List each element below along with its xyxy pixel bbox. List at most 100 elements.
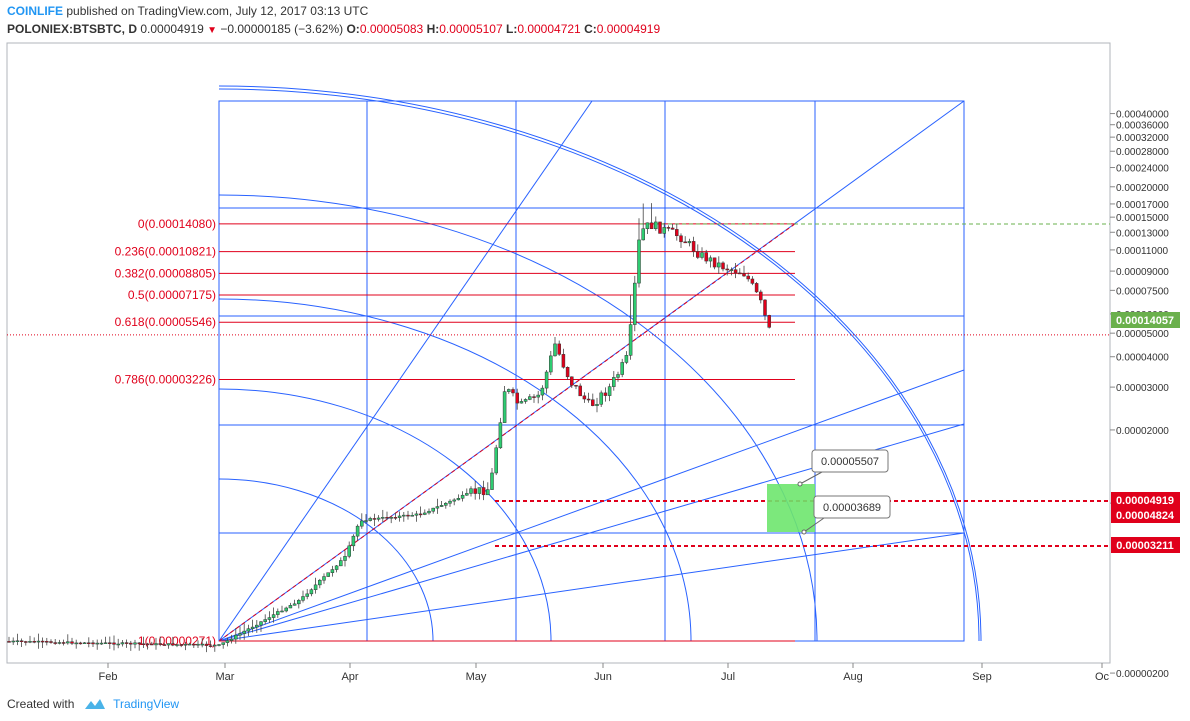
low-label: L:	[505, 22, 518, 36]
candle-body	[540, 387, 545, 396]
candle-body	[423, 512, 427, 515]
candle-body	[280, 610, 284, 613]
gann-arc	[218, 478, 434, 642]
candle-body	[645, 222, 650, 229]
candle-body	[414, 513, 419, 516]
price-axis-label-bg	[1111, 492, 1180, 508]
candle-body	[557, 343, 561, 355]
candle-body	[389, 517, 393, 519]
candle-body	[162, 644, 167, 646]
candle-body	[490, 472, 494, 490]
candle-body	[133, 642, 137, 645]
open-label: O:	[346, 22, 360, 36]
x-axis-tick-label: Apr	[341, 671, 358, 683]
candle-body	[746, 275, 750, 280]
price-axis-label-bg	[1111, 507, 1180, 523]
candle-body	[137, 642, 141, 645]
candle-body	[465, 493, 469, 496]
candle-body	[738, 272, 742, 275]
candle-body	[238, 633, 242, 636]
candle-body	[305, 593, 309, 597]
candle-body	[486, 489, 490, 496]
candle-body	[78, 642, 83, 645]
candle-body	[427, 510, 431, 514]
candle-body	[586, 398, 591, 401]
y-axis-tick-label: 0.00005000	[1116, 329, 1169, 340]
candle-body	[528, 396, 532, 400]
x-axis-tick-label: May	[466, 671, 487, 683]
y-axis-tick-label: 0.00013000	[1116, 228, 1169, 239]
candle-body	[654, 221, 658, 230]
candle-body	[385, 517, 389, 519]
candle-body	[759, 291, 763, 301]
candle-body	[351, 535, 356, 547]
candle-body	[444, 502, 448, 506]
tradingview-link[interactable]: TradingView	[113, 697, 180, 711]
candle-body	[246, 628, 251, 632]
symbol-info: POLONIEX:BTSBTC, D 0.00004919 ▼ −0.00000…	[7, 21, 660, 39]
price-axis-label-bg	[1111, 537, 1180, 553]
candle-body	[183, 643, 188, 646]
callout-label: 0.00005507	[821, 456, 879, 468]
candle-body	[213, 644, 217, 647]
candle-body	[288, 605, 293, 609]
candle-body	[70, 641, 74, 644]
candle-body	[259, 621, 263, 626]
created-with-text: Created with	[7, 697, 75, 711]
candle-body	[108, 642, 112, 644]
target-zone	[767, 484, 815, 532]
price-axis-label: 0.00004824	[1116, 510, 1175, 522]
candle-body	[578, 385, 582, 397]
candle-body	[229, 638, 234, 641]
candle-body	[32, 641, 36, 643]
candle-body	[330, 569, 335, 573]
candle-body	[141, 643, 146, 646]
candle-body	[523, 399, 528, 402]
candle-body	[633, 282, 637, 325]
y-axis-tick-label: 0.00024000	[1116, 164, 1169, 175]
candle-body	[670, 227, 675, 230]
candle-body	[742, 273, 746, 277]
candle-body	[250, 626, 255, 629]
candle-body	[750, 278, 755, 284]
candle-body	[704, 252, 708, 262]
y-axis-tick-label: 0.00009000	[1116, 267, 1169, 278]
candle-body	[145, 643, 150, 646]
candle-body	[439, 505, 444, 507]
publisher-name[interactable]: COINLIFE	[7, 4, 63, 18]
high-value: 0.00005107	[439, 22, 503, 36]
candle-body	[511, 389, 515, 394]
fib-level-label: 0.382(0.00008805)	[115, 266, 216, 280]
x-axis-tick-label: Sep	[972, 671, 992, 683]
candle-body	[334, 565, 339, 570]
candle-body	[502, 391, 507, 423]
candle-body	[406, 514, 410, 517]
candle-body	[225, 640, 230, 643]
candle-body	[368, 518, 372, 521]
candle-body	[53, 642, 57, 644]
candle-body	[339, 560, 343, 567]
candle-body	[158, 643, 162, 645]
candle-body	[192, 643, 196, 646]
candle-body	[637, 239, 641, 284]
candle-body	[549, 355, 553, 373]
candle-body	[129, 642, 133, 645]
candle-body	[700, 252, 704, 258]
candle-body	[326, 572, 330, 577]
candle-body	[570, 376, 574, 386]
candle-body	[372, 518, 377, 520]
y-axis-tick-label: 0.00003000	[1116, 383, 1169, 394]
candle-body	[616, 374, 620, 378]
x-axis-tick-label: Feb	[99, 671, 118, 683]
candle-body	[120, 642, 125, 645]
candle-body	[754, 283, 759, 293]
candle-body	[61, 642, 66, 644]
candle-body	[318, 579, 322, 586]
candle-body	[204, 643, 209, 646]
candle-body	[82, 642, 87, 644]
candle-body	[507, 389, 511, 392]
candle-body	[234, 634, 238, 640]
candle-body	[393, 517, 398, 519]
candle-body	[448, 500, 452, 504]
